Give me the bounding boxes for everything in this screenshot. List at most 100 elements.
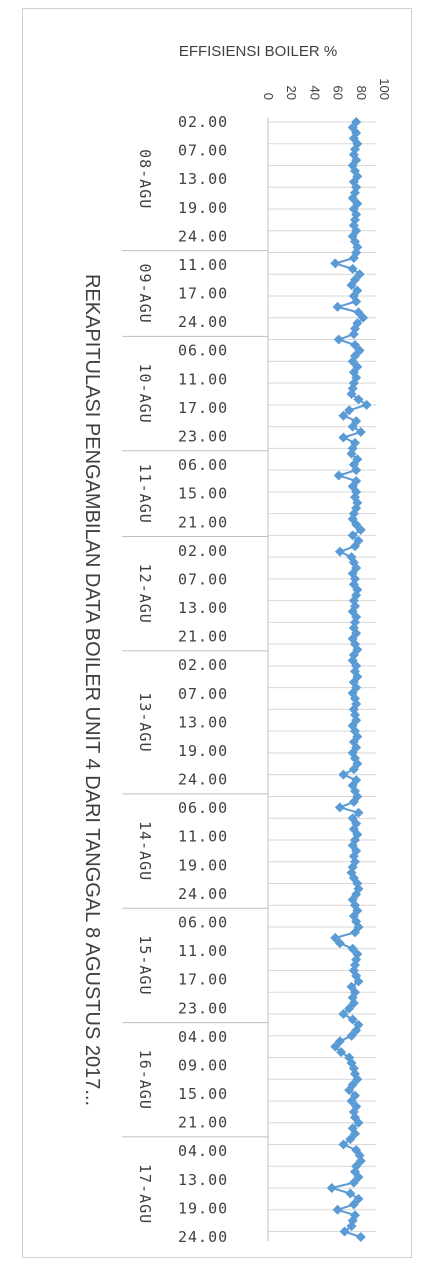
data-point — [348, 796, 359, 807]
data-point — [333, 334, 344, 345]
data-point — [338, 1009, 349, 1019]
data-point — [344, 1003, 355, 1014]
data-point — [350, 1128, 360, 1139]
time-label: 11.00 — [178, 256, 228, 274]
y-tick-label: 60 — [331, 86, 346, 100]
series-title: EFFISIENSI BOILER % — [179, 43, 337, 60]
data-point — [347, 193, 358, 204]
data-point — [348, 329, 359, 340]
data-point — [338, 410, 349, 421]
date-label: 13-AGU — [136, 692, 154, 752]
data-point — [361, 399, 372, 410]
time-label: 19.00 — [178, 742, 228, 760]
data-point — [346, 448, 357, 459]
y-tick-label: 100 — [377, 78, 392, 100]
series-efficiency — [326, 117, 372, 1242]
time-label: 13.00 — [178, 1171, 228, 1189]
data-point — [355, 524, 366, 535]
date-label: 09-AGU — [136, 263, 154, 323]
data-point — [353, 307, 364, 318]
data-point — [353, 1172, 364, 1183]
time-label: 13.00 — [178, 170, 228, 188]
data-point — [332, 301, 343, 312]
data-point — [346, 1221, 357, 1232]
time-label: 15.00 — [178, 485, 228, 503]
data-point — [333, 470, 344, 481]
time-label: 21.00 — [178, 628, 228, 646]
data-point — [334, 802, 345, 813]
time-label: 09.00 — [178, 1056, 228, 1074]
data-point — [346, 1096, 357, 1107]
time-label: 07.00 — [178, 570, 228, 588]
date-label: 16-AGU — [136, 1050, 154, 1110]
time-label: 23.00 — [178, 427, 228, 445]
time-label: 04.00 — [178, 1142, 228, 1160]
data-point — [348, 1177, 359, 1188]
data-point — [344, 1085, 355, 1096]
data-point — [345, 1188, 356, 1199]
data-point — [355, 1155, 366, 1166]
time-label: 21.00 — [178, 513, 228, 531]
time-label: 24.00 — [178, 771, 228, 789]
data-point — [330, 1041, 341, 1052]
data-point — [338, 432, 349, 443]
data-point — [347, 263, 358, 274]
data-point — [353, 394, 364, 405]
y-tick-label: 0 — [261, 93, 276, 100]
data-point — [350, 340, 360, 350]
y-tick-label: 40 — [307, 86, 322, 100]
y-tick-label: 80 — [354, 86, 369, 100]
time-label: 06.00 — [178, 456, 228, 474]
data-point — [338, 769, 349, 780]
time-label: 02.00 — [178, 542, 228, 560]
chart-title: REKAPITULASI PENGAMBILAN DATA BOILER UNI… — [81, 274, 103, 1106]
time-label: 11.00 — [178, 370, 228, 388]
time-label: 17.00 — [178, 285, 228, 303]
data-point — [351, 519, 362, 530]
data-point — [332, 1204, 343, 1215]
time-label: 04.00 — [178, 1028, 228, 1046]
date-label: 10-AGU — [136, 364, 154, 424]
date-label: 17-AGU — [136, 1164, 154, 1224]
data-point — [348, 998, 359, 1009]
data-point — [347, 1014, 358, 1025]
time-label: 07.00 — [178, 685, 228, 703]
y-axis-ticks: 0 20 40 60 80 100 — [261, 78, 392, 100]
time-label: 02.00 — [178, 656, 228, 674]
data-point — [351, 296, 362, 307]
data-point — [347, 943, 358, 954]
data-point — [353, 1117, 364, 1128]
time-label: 13.00 — [178, 713, 228, 731]
time-label: 02.00 — [178, 113, 228, 131]
data-point — [334, 546, 345, 557]
data-point — [334, 938, 345, 949]
data-point — [347, 530, 358, 541]
time-label: 24.00 — [178, 227, 228, 245]
data-point — [348, 764, 359, 775]
data-point — [351, 1025, 362, 1036]
data-point — [348, 1199, 359, 1210]
time-label: 13.00 — [178, 599, 228, 617]
date-label: 14-AGU — [136, 821, 154, 881]
data-point — [330, 932, 341, 943]
data-point — [336, 1047, 347, 1058]
data-point — [345, 1134, 356, 1145]
data-point — [351, 465, 362, 476]
data-point — [350, 927, 360, 938]
data-point — [355, 1232, 366, 1242]
y-tick-label: 20 — [284, 86, 299, 100]
data-point — [358, 312, 369, 323]
data-point — [346, 388, 357, 399]
time-label: 17.00 — [178, 971, 228, 989]
date-label: 11-AGU — [136, 464, 154, 524]
time-label: 07.00 — [178, 142, 228, 160]
data-point — [330, 258, 341, 269]
data-point — [338, 1139, 349, 1150]
date-label: 12-AGU — [136, 564, 154, 624]
data-point — [339, 1226, 350, 1237]
time-label: 11.00 — [178, 942, 228, 960]
time-label: 19.00 — [178, 856, 228, 874]
time-label: 19.00 — [178, 199, 228, 217]
date-label: 15-AGU — [136, 935, 154, 995]
